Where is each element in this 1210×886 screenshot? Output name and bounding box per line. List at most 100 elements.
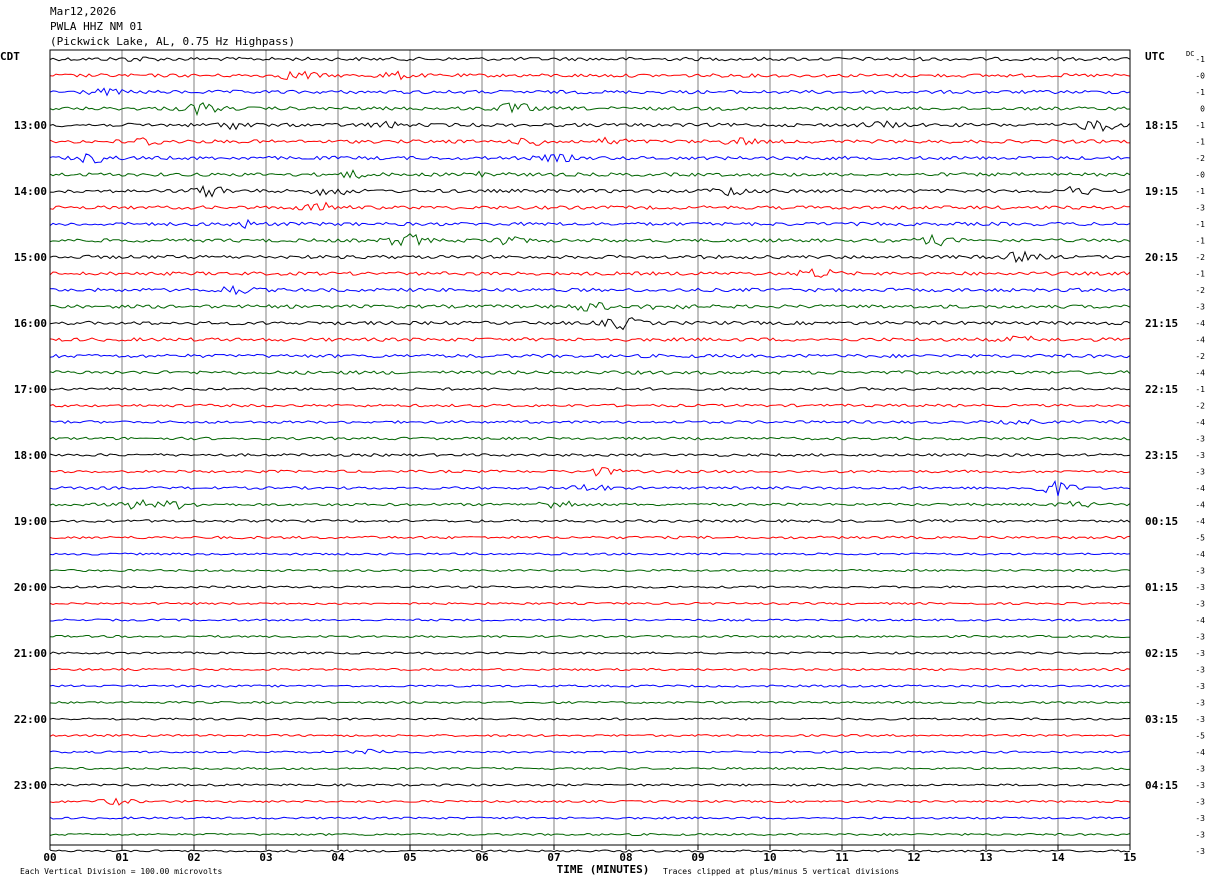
dc-offset-label: -1 [1195,237,1205,246]
dc-offset-label: -2 [1195,402,1205,411]
seismic-trace [49,436,1131,441]
cdt-time-label: 19:00 [14,515,47,528]
seismic-trace [49,87,1131,97]
axis-labels: 13:00 14:00 15:00 16:00 17:00 18:00 19:00 20:00… [0,50,1205,876]
seismic-trace [49,353,1131,359]
cdt-time-label: 21:00 [14,647,47,660]
dc-offset-label: -4 [1195,517,1205,526]
seismic-trace [49,387,1131,391]
seismic-trace [49,766,1131,771]
seismic-trace [49,284,1131,296]
dc-offset-label: -3 [1195,781,1205,790]
dc-offset-label: -3 [1195,666,1205,675]
seismic-trace [49,797,1131,806]
seismic-trace [49,849,1131,853]
seismic-trace [49,651,1131,655]
seismic-trace [49,335,1131,342]
cdt-time-label: 23:00 [14,779,47,792]
seismic-trace [49,233,1131,247]
seismic-trace [49,498,1131,510]
seismic-trace [49,601,1131,606]
x-tick-label: 09 [691,851,704,864]
utc-time-label: 02:15 [1145,647,1178,660]
utc-time-label: 22:15 [1145,383,1178,396]
cdt-time-label: 13:00 [14,119,47,132]
dc-offset-label: -0 [1195,72,1205,81]
seismic-trace [49,467,1131,477]
dc-offset-label: 0 [1200,105,1205,114]
seismic-trace [49,568,1131,573]
dc-offset-label: -1 [1195,270,1205,279]
dc-offset-label: -3 [1195,814,1205,823]
seismic-trace [49,56,1131,62]
seismic-trace [50,618,1131,622]
dc-offset-label: -3 [1195,303,1205,312]
scale-note: Each Vertical Division = 100.00 microvol… [20,867,222,876]
seismic-trace [49,250,1131,264]
dc-offset-label: -5 [1195,732,1205,741]
x-tick-label: 00 [43,851,56,864]
seismic-trace [49,535,1131,540]
dc-offset-label: -4 [1195,369,1205,378]
seismic-trace [49,268,1131,278]
dc-offset-label: -1 [1195,187,1205,196]
seismic-trace [49,634,1131,639]
dc-offset-label: -1 [1195,385,1205,394]
seismic-trace [49,552,1131,556]
seismic-trace [49,453,1131,457]
utc-time-label: 21:15 [1145,317,1178,330]
right-axis-label: UTC [1145,50,1165,63]
seismic-trace [49,832,1131,837]
seismic-trace [49,70,1131,81]
clip-note: Traces clipped at plus/minus 5 vertical … [663,867,899,876]
header-location: (Pickwick Lake, AL, 0.75 Hz Highpass) [50,35,296,48]
dc-offset-label: -3 [1195,798,1205,807]
header-station: PWLA HHZ NM 01 [50,20,143,33]
dc-offset-label: -3 [1195,765,1205,774]
dc-offset-label: -1 [1195,88,1205,97]
seismic-trace [49,748,1131,755]
seismic-trace [49,733,1131,738]
dc-offset-label: -3 [1195,600,1205,609]
cdt-time-label: 16:00 [14,317,47,330]
dc-offset-label: -4 [1195,336,1205,345]
dc-offset-label: -3 [1195,682,1205,691]
seismic-trace [49,185,1131,198]
x-tick-label: 08 [619,851,632,864]
x-tick-label: 11 [835,851,849,864]
dc-offset-label: -1 [1195,220,1205,229]
seismic-trace [49,136,1131,146]
dc-offset-label: -0 [1195,171,1205,180]
dc-offset-label: -3 [1195,847,1205,856]
x-tick-label: 10 [763,851,776,864]
grid-lines [121,50,1059,845]
x-tick-label: 14 [1051,851,1065,864]
dc-offset-label: -4 [1195,319,1205,328]
left-axis-label: CDT [0,50,20,63]
x-tick-label: 12 [907,851,920,864]
dc-offset-label: -3 [1195,715,1205,724]
dc-offset-label: -2 [1195,286,1205,295]
dc-offset-label: -3 [1195,699,1205,708]
x-tick-label: 01 [115,851,129,864]
seismic-trace [49,102,1131,117]
seismic-trace [49,667,1131,672]
seismic-trace [49,153,1131,164]
seismic-trace [49,816,1131,820]
dc-offset-label: -3 [1195,831,1205,840]
dc-offset-label: -3 [1195,435,1205,444]
dc-offset-label: -3 [1195,468,1205,477]
dc-offset-label: -2 [1195,352,1205,361]
x-tick-label: 05 [403,851,416,864]
seismic-trace [49,700,1131,705]
dc-offset-label: -3 [1195,633,1205,642]
seismic-trace [49,717,1131,721]
x-tick-label: 04 [331,851,345,864]
utc-time-label: 01:15 [1145,581,1178,594]
dc-offset-label: -3 [1195,451,1205,460]
plot-frame [49,49,1131,846]
dc-offset-label: -3 [1195,649,1205,658]
seismic-trace [49,169,1131,179]
dc-offset-label: -4 [1195,748,1205,757]
